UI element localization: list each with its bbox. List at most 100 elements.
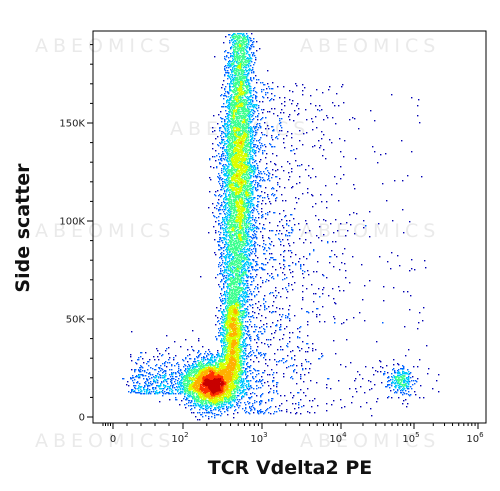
watermark-text: ABEOMICS (35, 430, 175, 452)
data-point (256, 177, 258, 179)
data-point (204, 388, 206, 390)
data-point (203, 384, 205, 386)
data-point (181, 386, 183, 388)
data-point (241, 370, 243, 372)
data-point (207, 382, 209, 384)
data-point (215, 389, 217, 391)
data-point (236, 69, 238, 71)
data-point (209, 398, 211, 400)
data-point (210, 391, 212, 393)
data-point (219, 396, 221, 398)
data-point (188, 386, 190, 388)
data-point (144, 393, 146, 395)
data-point (192, 392, 194, 394)
data-point (213, 381, 215, 383)
data-point (203, 390, 205, 392)
data-point (194, 375, 196, 377)
data-point (200, 386, 202, 388)
data-point (209, 375, 211, 377)
data-point (204, 382, 206, 384)
data-point (223, 294, 225, 296)
data-point (191, 370, 193, 372)
data-point (243, 378, 245, 380)
data-point (217, 404, 219, 406)
data-point (223, 377, 225, 379)
data-point (242, 382, 244, 384)
data-point (172, 376, 174, 378)
data-point (140, 352, 142, 354)
data-point (244, 216, 246, 218)
data-point (225, 370, 227, 372)
data-point (213, 375, 215, 377)
data-point (227, 380, 229, 382)
data-point (212, 396, 214, 398)
data-point (226, 388, 228, 390)
data-point (227, 371, 229, 373)
data-point (219, 367, 221, 369)
data-point (132, 377, 134, 379)
data-point (178, 384, 180, 386)
data-point (216, 379, 218, 381)
data-point (213, 369, 215, 371)
data-point (196, 391, 198, 393)
data-point (153, 381, 155, 383)
data-point (147, 369, 149, 371)
data-point (227, 377, 229, 379)
data-point (216, 383, 218, 385)
data-point (160, 377, 162, 379)
data-point (205, 401, 207, 403)
data-point (208, 354, 210, 356)
data-point (206, 373, 208, 375)
data-point (155, 381, 157, 383)
data-point (226, 390, 228, 392)
data-point (225, 397, 227, 399)
data-point (228, 145, 230, 147)
data-point (199, 371, 201, 373)
data-point (218, 366, 220, 368)
data-point (155, 382, 157, 384)
data-point (188, 400, 190, 402)
data-point (146, 393, 148, 395)
data-point (211, 380, 213, 382)
data-point (210, 382, 212, 384)
data-point (261, 208, 263, 210)
data-point (213, 372, 215, 374)
data-point (216, 395, 218, 397)
data-point (180, 374, 182, 376)
data-point (230, 383, 232, 385)
data-point (171, 374, 173, 376)
data-point (185, 369, 187, 371)
data-point (237, 124, 239, 126)
data-point (235, 409, 237, 411)
data-point (208, 386, 210, 388)
data-point (138, 357, 140, 359)
data-point (208, 402, 210, 404)
data-point (198, 389, 200, 391)
data-point (227, 221, 229, 223)
data-point (215, 359, 217, 361)
data-point (222, 369, 224, 371)
data-point (222, 383, 224, 385)
data-point (141, 386, 143, 388)
data-point (173, 372, 175, 374)
data-point (192, 393, 194, 395)
data-point (233, 276, 235, 278)
data-point (187, 388, 189, 390)
data-point (208, 380, 210, 382)
data-point (166, 366, 168, 368)
data-point (193, 386, 195, 388)
data-point (241, 239, 243, 241)
data-point (211, 355, 213, 357)
data-point (223, 380, 225, 382)
data-point (221, 374, 223, 376)
data-point (162, 372, 164, 374)
data-point (138, 388, 140, 390)
data-point (219, 388, 221, 390)
data-point (244, 410, 246, 412)
data-point (212, 367, 214, 369)
data-point (218, 397, 220, 399)
data-point (198, 350, 200, 352)
data-point (216, 400, 218, 402)
data-point (233, 384, 235, 386)
data-point (203, 374, 205, 376)
